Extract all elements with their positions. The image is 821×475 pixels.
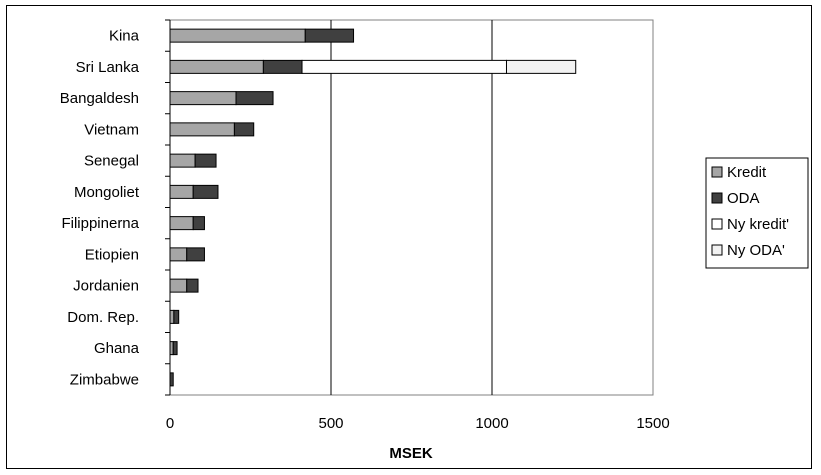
legend: Kredit ODA Ny kredit' Ny ODA' [705,157,809,269]
bar-segment [235,91,274,106]
category-label: Jordanien [73,278,139,295]
bar-segment [301,59,507,74]
bar-segment [192,216,205,231]
x-tick-label: 500 [318,415,343,432]
legend-label: ODA [727,190,760,207]
bar-segment [169,122,235,137]
legend-swatch [711,218,723,230]
legend-swatch [711,166,723,178]
axes [165,19,171,396]
bar-segment [262,59,303,74]
category-label: Ghana [94,340,140,357]
bar-segment [169,247,188,262]
category-label: Filippinerna [61,215,139,232]
category-label: Mongoliet [74,184,140,201]
bar-segment [169,278,188,293]
bar-segment [169,153,196,168]
bar-segment [172,341,178,356]
x-tick-label: 0 [166,415,174,432]
legend-label: Ny ODA' [727,242,785,259]
bar-segment [169,91,237,106]
category-label: Zimbabwe [70,371,139,388]
bar-segment [505,59,577,74]
bar-segment [169,216,194,231]
category-label: Kina [109,28,140,45]
legend-swatch [711,244,723,256]
category-label: Vietnam [84,121,139,138]
category-label: Sri Lanka [76,59,140,76]
category-label: Senegal [84,153,139,170]
bar-segment [192,184,219,199]
category-labels: Kina Sri Lanka Bangaldesh Vietnam Senegal Mon… [60,28,140,389]
legend-box [705,157,809,269]
bar-segment [169,309,175,324]
x-axis-title: MSEK [389,445,433,462]
legend-label: Ny kredit' [727,216,789,233]
legend-swatch [711,192,723,204]
bar-segment [169,184,194,199]
bar-segment [304,28,355,43]
bars [169,28,577,387]
x-tick-label: 1500 [636,415,669,432]
bar-segment [194,153,217,168]
category-label: Etiopien [85,246,139,263]
x-tick-label: 1000 [475,415,508,432]
x-tick-labels: 0 500 1000 1500 [166,415,670,432]
bar-segment [186,247,205,262]
bar-segment [186,278,199,293]
category-label: Dom. Rep. [67,309,139,326]
legend-label: Kredit [727,164,767,181]
plot-area [169,19,654,396]
bar-segment [233,122,255,137]
gridlines [330,20,493,395]
bar-segment [169,28,306,43]
category-label: Bangaldesh [60,90,139,107]
bar-segment [173,309,180,324]
bar-segment [169,59,264,74]
